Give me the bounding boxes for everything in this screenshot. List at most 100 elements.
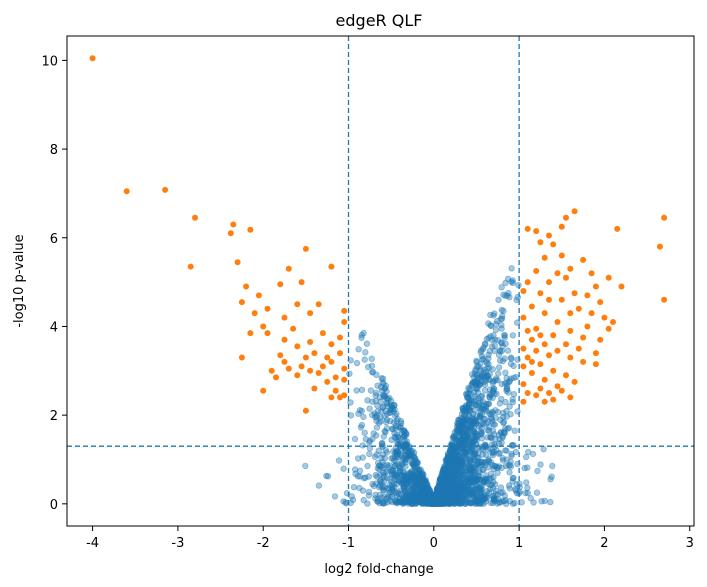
ns-point	[436, 496, 443, 503]
ns-point	[471, 425, 478, 432]
ns-point	[442, 492, 449, 500]
ns-point	[489, 418, 496, 425]
ns-point	[476, 414, 484, 421]
ns-point	[455, 438, 463, 445]
ns-point	[454, 498, 461, 506]
ns-point	[404, 477, 411, 484]
significant-point	[528, 370, 535, 376]
ns-point	[432, 498, 439, 505]
ns-point	[498, 315, 506, 322]
significant-point	[537, 385, 544, 392]
ns-point	[451, 458, 458, 465]
ns-point	[481, 478, 488, 486]
ns-point	[484, 480, 491, 487]
ns-point	[443, 479, 450, 486]
x-tick-label: -3	[171, 536, 184, 551]
ns-point	[473, 477, 480, 484]
ns-point	[397, 445, 405, 453]
ns-point	[492, 481, 499, 488]
ns-point	[463, 390, 470, 397]
ns-point	[462, 402, 470, 409]
ns-point	[451, 458, 458, 465]
ns-point	[481, 366, 488, 373]
ns-point	[512, 486, 519, 493]
ns-point	[488, 322, 495, 330]
ns-point	[507, 360, 515, 368]
ns-point	[451, 471, 459, 478]
ns-point	[465, 425, 473, 432]
ns-point	[440, 494, 447, 502]
ns-point	[449, 465, 456, 472]
x-tick-label: -1	[342, 536, 355, 551]
ns-point	[424, 491, 431, 498]
ns-point	[441, 496, 448, 504]
ns-point	[450, 497, 457, 505]
significant-point	[230, 221, 237, 228]
ns-point	[382, 468, 390, 476]
ns-point	[452, 435, 459, 442]
ns-point	[466, 499, 473, 506]
ns-point	[491, 498, 499, 505]
significant-point	[537, 239, 544, 246]
ns-point	[393, 469, 401, 477]
significant-point	[520, 345, 527, 352]
ns-point	[411, 476, 418, 483]
ns-point	[443, 484, 451, 491]
ns-point	[435, 491, 442, 499]
ns-point	[488, 408, 496, 416]
ns-point	[506, 469, 513, 476]
ns-point	[445, 457, 452, 464]
ns-point	[487, 311, 494, 319]
ns-point	[429, 496, 437, 503]
ns-point	[481, 374, 488, 381]
ns-point	[437, 488, 444, 495]
ns-point	[463, 475, 470, 482]
ns-point	[444, 497, 451, 504]
ns-point	[440, 466, 447, 473]
ns-point	[348, 493, 355, 500]
ns-point	[445, 484, 452, 491]
ns-point	[491, 385, 498, 393]
ns-point	[473, 420, 480, 427]
ns-point	[505, 482, 513, 489]
ns-point	[430, 499, 438, 506]
ns-point	[444, 490, 451, 497]
ns-point	[365, 492, 373, 499]
significant-point	[580, 358, 587, 365]
ns-point	[431, 496, 438, 503]
significant-point	[546, 390, 552, 396]
ns-point	[442, 487, 449, 494]
ns-point	[500, 428, 508, 435]
ns-point	[471, 450, 479, 457]
ns-point	[508, 450, 515, 458]
ns-point	[422, 490, 430, 497]
y-tick-label: 4	[50, 320, 58, 335]
ns-point	[372, 471, 379, 479]
ns-point	[449, 476, 457, 483]
ns-point	[498, 322, 505, 329]
ns-point	[461, 449, 468, 456]
ns-point	[482, 402, 490, 410]
ns-point	[455, 466, 462, 474]
ns-point	[446, 492, 454, 500]
ns-point	[474, 460, 482, 468]
ns-point	[463, 435, 470, 442]
significant-point	[520, 398, 527, 405]
ns-point	[407, 450, 414, 458]
ns-point	[487, 445, 494, 452]
ns-point	[523, 479, 530, 486]
ns-point	[460, 415, 468, 423]
ns-point	[453, 499, 460, 506]
significant-point	[661, 296, 668, 303]
ns-point	[435, 489, 442, 496]
ns-point	[464, 431, 471, 438]
ns-point	[437, 494, 444, 501]
ns-point	[460, 434, 467, 442]
ns-point	[547, 476, 554, 483]
ns-point	[413, 494, 421, 501]
ns-point	[498, 464, 505, 471]
ns-point	[483, 360, 491, 367]
ns-point	[379, 498, 386, 506]
ns-point	[466, 476, 473, 484]
